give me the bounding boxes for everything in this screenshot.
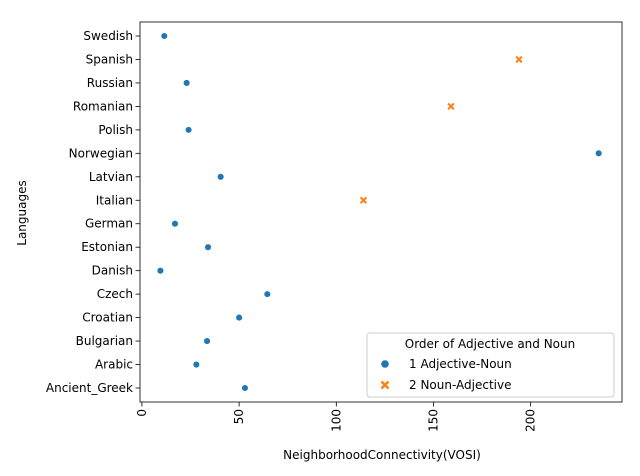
y-tick-label-czech: Czech xyxy=(97,287,133,301)
plot-area xyxy=(156,32,603,392)
y-tick-label-polish: Polish xyxy=(98,123,133,137)
legend-title: Order of Adjective and Noun xyxy=(405,337,575,351)
y-tick-label-italian: Italian xyxy=(96,193,133,207)
data-point-italian xyxy=(359,196,368,204)
x-tick-label-50: 50 xyxy=(232,409,246,424)
x-tick-label-0: 0 xyxy=(135,409,149,417)
data-point-danish xyxy=(156,266,165,275)
data-point-bulgarian xyxy=(203,337,211,345)
data-point-croatian xyxy=(235,313,243,322)
legend-entry-noun-adjective: 2 Noun-Adjective xyxy=(409,378,512,392)
legend-entry-adjective-noun: 1 Adjective-Noun xyxy=(409,357,512,371)
x-tick-label-200: 200 xyxy=(524,409,538,432)
data-point-romanian xyxy=(447,102,455,111)
data-point-arabic xyxy=(192,360,201,369)
legend-marker-noun-adjective xyxy=(380,380,390,390)
x-tick-label-150: 150 xyxy=(426,409,440,432)
y-axis-label: Languages xyxy=(15,180,29,245)
legend-marker-adjective-noun xyxy=(380,359,390,369)
y-tick-label-german: German xyxy=(85,217,133,231)
data-point-norwegian xyxy=(594,149,603,158)
y-tick-label-spanish: Spanish xyxy=(86,52,133,66)
data-point-czech xyxy=(263,290,272,298)
x-axis-label: NeighborhoodConnectivity(VOSI) xyxy=(283,448,481,462)
y-tick-label-latvian: Latvian xyxy=(89,170,133,184)
data-point-russian xyxy=(182,79,191,87)
data-point-german xyxy=(171,219,179,228)
y-tick-label-ancient-greek: Ancient_Greek xyxy=(46,381,133,395)
y-tick-label-croatian: Croatian xyxy=(82,311,133,325)
plot-frame xyxy=(139,21,623,403)
y-tick-label-norwegian: Norwegian xyxy=(69,146,133,160)
y-tick-label-russian: Russian xyxy=(87,76,133,90)
data-point-polish xyxy=(184,126,193,134)
data-point-swedish xyxy=(160,32,169,40)
y-tick-label-danish: Danish xyxy=(92,264,133,278)
legend-frame xyxy=(366,332,615,398)
y-tick-label-romanian: Romanian xyxy=(73,99,133,113)
data-point-estonian xyxy=(204,243,212,251)
y-tick-label-arabic: Arabic xyxy=(95,358,133,372)
x-tick-label-100: 100 xyxy=(329,409,343,432)
y-tick-label-bulgarian: Bulgarian xyxy=(76,334,133,348)
y-tick-label-estonian: Estonian xyxy=(81,240,133,254)
data-point-ancient-greek xyxy=(241,384,249,392)
data-point-spanish xyxy=(515,55,523,64)
y-tick-label-swedish: Swedish xyxy=(83,29,133,43)
data-point-latvian xyxy=(216,173,225,181)
legend: Order of Adjective and Noun 1 Adjective-… xyxy=(366,332,615,398)
axes: 0 50 100 150 200 Swedish Spanish Russian Romania… xyxy=(46,21,623,432)
